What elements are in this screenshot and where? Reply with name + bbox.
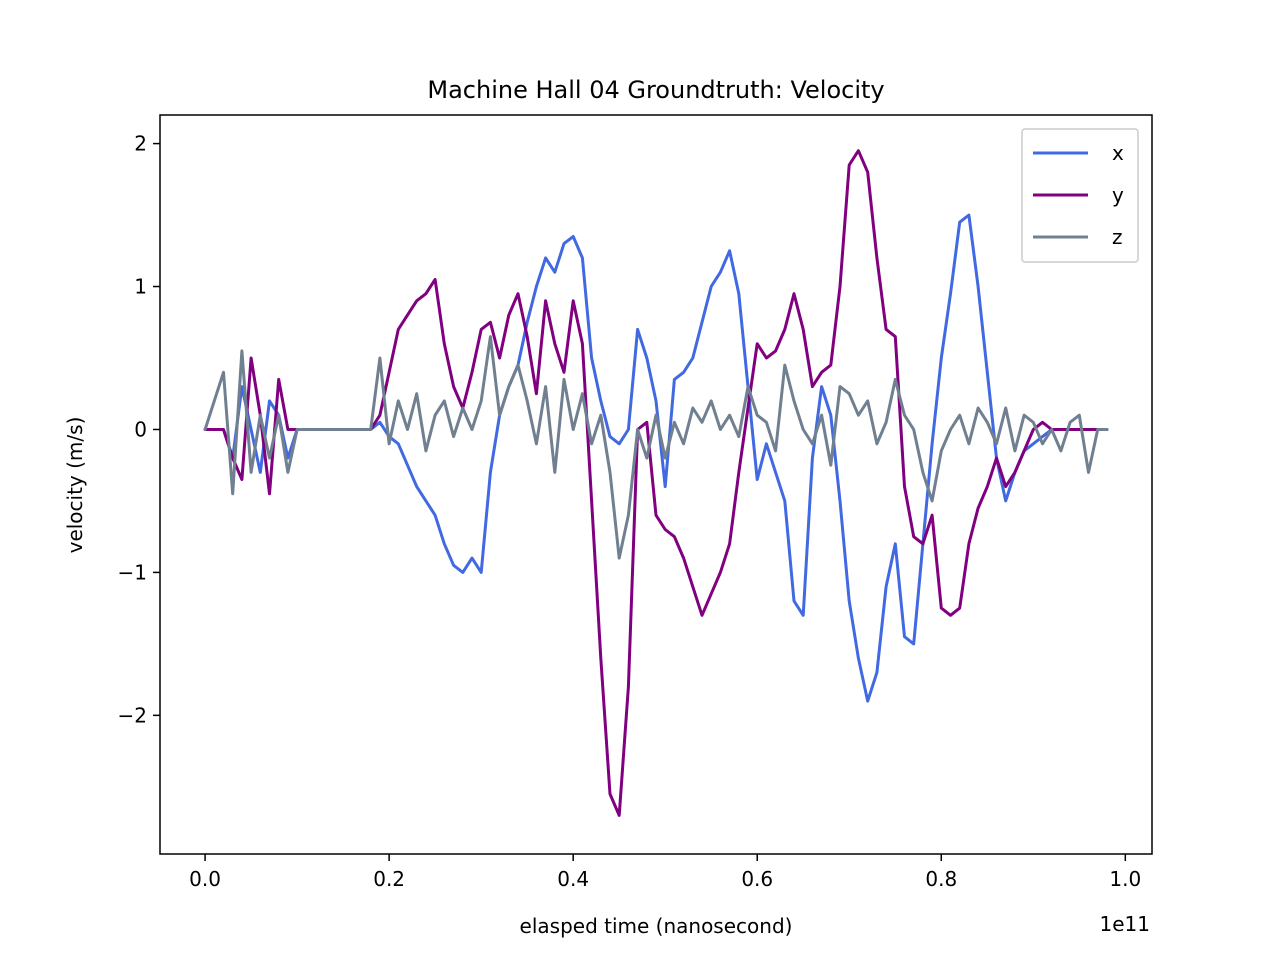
series-line-z (203, 335, 1109, 560)
x-tick-label: 0.2 (373, 867, 405, 891)
x-axis-offset-text: 1e11 (1100, 912, 1150, 936)
chart-title: Machine Hall 04 Groundtruth: Velocity (427, 76, 884, 104)
y-tick-label: 1 (134, 275, 147, 299)
legend: xyz (1021, 128, 1139, 263)
x-tick-label: 0.0 (189, 867, 221, 891)
y-tick-label: −2 (118, 703, 147, 727)
x-axis-label: elasped time (nanosecond) (520, 914, 793, 938)
x-tick-label: 0.8 (925, 867, 957, 891)
series-line-y (203, 149, 1109, 817)
legend-label-z: z (1112, 225, 1123, 249)
plot-area-frame (159, 114, 1153, 855)
y-tick-label: −1 (118, 560, 147, 584)
x-tick-label: 1.0 (1109, 867, 1141, 891)
x-axis: 0.0 0.2 0.4 0.6 0.8 1.0 (189, 854, 1141, 891)
y-tick-label: 2 (134, 132, 147, 156)
series-line-x (203, 213, 1109, 703)
x-tick-label: 0.6 (741, 867, 773, 891)
y-tick-label: 0 (134, 417, 147, 441)
legend-label-y: y (1112, 183, 1124, 207)
y-axis: 2 1 0 −1 −2 (118, 132, 160, 727)
legend-label-x: x (1112, 141, 1124, 165)
y-axis-label: velocity (m/s) (63, 417, 87, 554)
series-layer (203, 149, 1109, 817)
x-tick-label: 0.4 (557, 867, 589, 891)
